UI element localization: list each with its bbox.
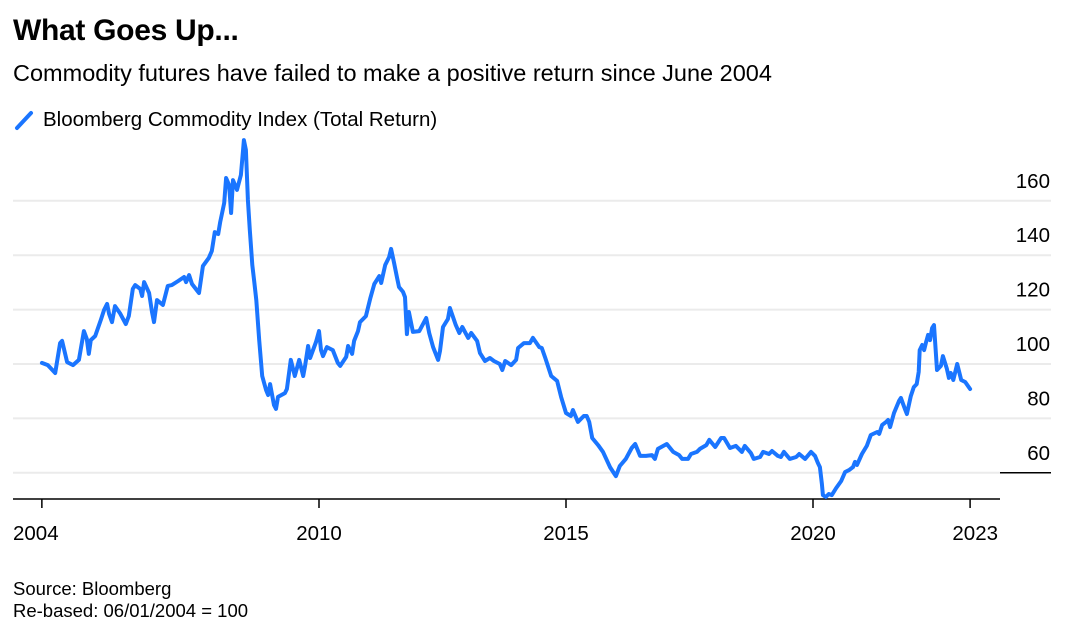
y-tick-label: 100 bbox=[1016, 333, 1050, 356]
x-tick-label: 2015 bbox=[543, 522, 589, 545]
y-tick-label: 120 bbox=[1016, 279, 1050, 302]
y-tick-label: 60 bbox=[1027, 442, 1050, 465]
legend: Bloomberg Commodity Index (Total Return) bbox=[13, 108, 437, 132]
y-tick-label: 80 bbox=[1027, 387, 1050, 410]
x-axis: 2004 2010 2015 2020 2023 bbox=[13, 498, 1000, 545]
x-tick-label: 2023 bbox=[952, 522, 998, 545]
y-tick-label: 140 bbox=[1016, 224, 1050, 247]
legend-line-icon bbox=[15, 111, 33, 130]
chart-subtitle: Commodity futures have failed to make a … bbox=[13, 60, 772, 86]
x-tick-label: 2020 bbox=[790, 522, 836, 545]
chart-title: What Goes Up... bbox=[13, 14, 239, 47]
y-tick-label: 160 bbox=[1016, 170, 1050, 193]
legend-label: Bloomberg Commodity Index (Total Return) bbox=[43, 108, 438, 131]
source-note: Source: Bloomberg bbox=[13, 578, 172, 599]
rebase-note: Re-based: 06/01/2004 = 100 bbox=[13, 600, 249, 621]
y-axis-labels: 60 80 100 120 140 160 bbox=[1016, 170, 1050, 465]
x-tick-label: 2004 bbox=[13, 522, 59, 545]
footer: Source: Bloomberg Re-based: 06/01/2004 =… bbox=[13, 578, 248, 622]
gridlines bbox=[13, 199, 1051, 474]
series-layer bbox=[39, 138, 973, 499]
x-tick-label: 2010 bbox=[296, 522, 342, 545]
series-line bbox=[39, 138, 973, 499]
